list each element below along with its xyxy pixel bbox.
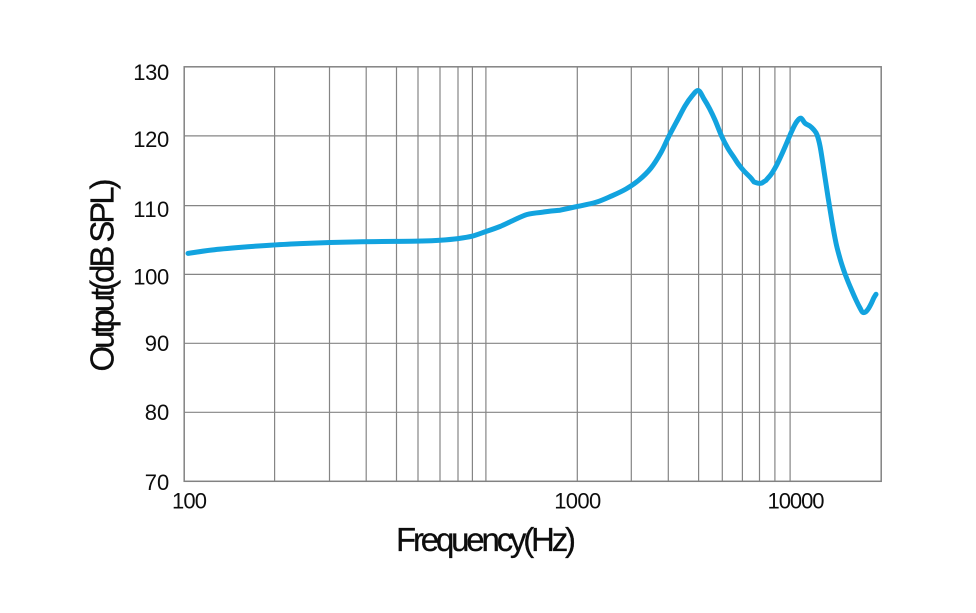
- svg-text:1000: 1000: [554, 489, 601, 514]
- svg-text:100: 100: [133, 264, 169, 289]
- svg-text:80: 80: [145, 400, 170, 425]
- svg-text:Output(dB SPL): Output(dB SPL): [84, 179, 121, 372]
- svg-text:10000: 10000: [768, 489, 825, 514]
- svg-text:90: 90: [145, 331, 170, 356]
- svg-text:120: 120: [133, 127, 169, 152]
- svg-text:100: 100: [172, 489, 207, 514]
- svg-text:Frequency(Hz): Frequency(Hz): [396, 521, 576, 558]
- svg-text:130: 130: [133, 60, 169, 85]
- svg-text:110: 110: [133, 197, 169, 222]
- svg-text:70: 70: [145, 470, 170, 495]
